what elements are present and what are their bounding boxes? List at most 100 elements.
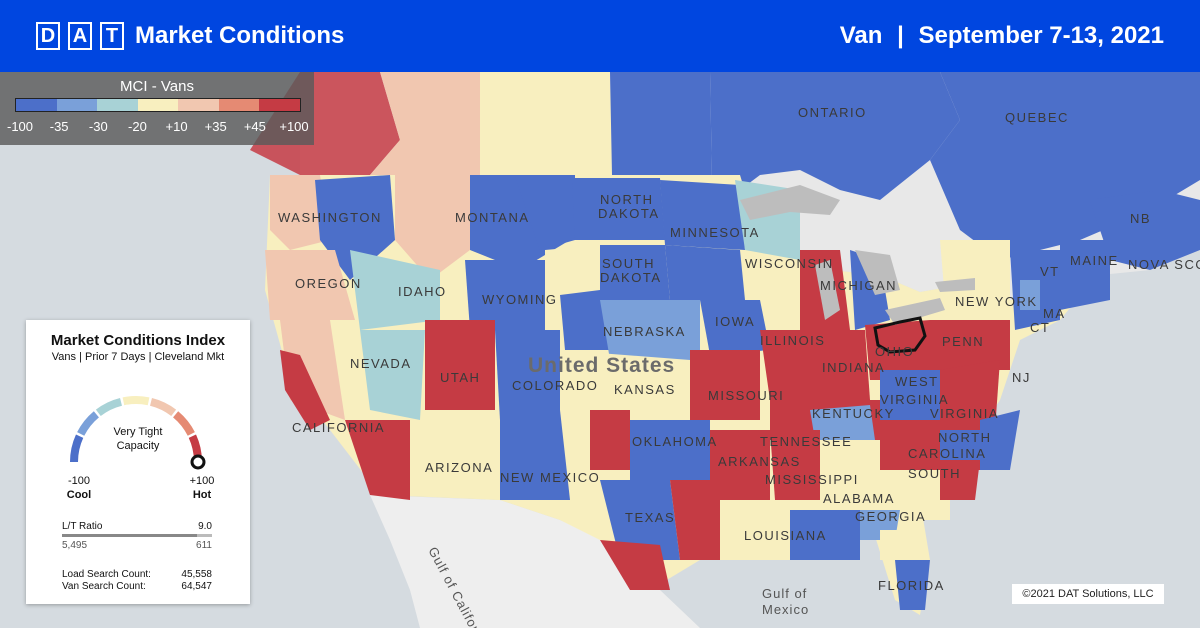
label-wisconsin: WISCONSIN	[745, 256, 834, 271]
label-louisiana: LOUISIANA	[744, 528, 827, 543]
mci-scale-segment	[16, 99, 57, 111]
mci-scale-segment	[97, 99, 138, 111]
copyright-notice: ©2021 DAT Solutions, LLC	[1012, 584, 1164, 604]
label-ontario: ONTARIO	[798, 105, 867, 120]
label-missouri: MISSOURI	[708, 388, 784, 403]
label-iowa: IOWA	[715, 314, 755, 329]
mci-scale-segment	[56, 99, 98, 111]
label-kansas: KANSAS	[614, 382, 676, 397]
mci-tick-label: +10	[165, 119, 188, 134]
label-michigan: MICHIGAN	[820, 278, 897, 293]
label-kentucky: KENTUCKY	[812, 406, 895, 421]
label-idaho: IDAHO	[398, 284, 447, 299]
mci-tick-labels: -100 -35 -30 -20 +10 +35 +45 +100	[0, 119, 314, 139]
label-minnesota: MINNESOTA	[670, 225, 760, 240]
gauge-arc-segment	[70, 434, 84, 463]
region-manitoba	[610, 72, 712, 180]
mci-scale-segment	[259, 99, 301, 111]
label-florida: FLORIDA	[878, 578, 945, 593]
label-penn: PENN	[942, 334, 984, 349]
load-count: 5,495	[62, 540, 88, 551]
label-georgia: GEORGIA	[855, 509, 926, 524]
gauge-arc-segment	[95, 397, 123, 417]
mci-tick-label: -20	[128, 119, 147, 134]
label-montana: MONTANA	[455, 210, 530, 225]
mci-legend: MCI - Vans -100 -35 -30 -20 +10 +35 +45 +100	[0, 72, 314, 145]
label-arizona: ARIZONA	[425, 460, 493, 475]
mci-tick-label: -35	[49, 119, 69, 134]
label-north-dakota-1: NORTH	[600, 192, 653, 207]
header-equipment-date: Van | September 7-13, 2021	[840, 22, 1164, 50]
label-south-carolina: SOUTH	[908, 466, 961, 481]
gauge-status-line2: Capacity	[116, 440, 160, 452]
label-north-carolina-1: NORTH	[938, 430, 991, 445]
label-arkansas: ARKANSAS	[718, 454, 801, 469]
gauge-indicator	[190, 454, 206, 470]
label-vt: VT	[1040, 264, 1060, 279]
label-new-mexico: NEW MEXICO	[500, 470, 600, 485]
date-range: September 7-13, 2021	[918, 22, 1164, 49]
label-indiana: INDIANA	[822, 360, 885, 375]
header-separator: |	[897, 22, 904, 49]
lake-ontario	[935, 278, 975, 292]
label-new-york: NEW YORK	[955, 294, 1038, 309]
header-bar: D A T Market Conditions Van | September …	[0, 0, 1200, 72]
region-saskatchewan	[480, 72, 612, 175]
market-conditions-panel: Market Conditions Index Vans | Prior 7 D…	[26, 320, 250, 604]
van-search-value: 64,547	[181, 581, 212, 592]
mci-tick-label: +35	[204, 119, 227, 134]
mci-gauge	[70, 396, 206, 470]
label-colorado: COLORADO	[512, 378, 598, 393]
equipment-label: Van	[839, 22, 883, 49]
label-gulf-of-mexico-2: Mexico	[762, 602, 809, 617]
mci-color-scale	[15, 98, 301, 112]
label-united-states: United States	[528, 354, 675, 377]
region-alberta	[370, 72, 480, 175]
gauge-cool-label: Cool	[66, 489, 92, 501]
gauge-arc-segment	[77, 411, 100, 436]
gauge-arc-segments	[70, 396, 202, 463]
lt-ratio-bar	[62, 534, 212, 537]
mci-scale-segment	[218, 99, 260, 111]
mci-tick-label: +100	[279, 119, 309, 134]
label-california: CALIFORNIA	[292, 420, 385, 435]
load-search-label: Load Search Count:	[62, 569, 151, 580]
label-tennessee: TENNESSEE	[760, 434, 852, 449]
label-ct: CT	[1030, 320, 1050, 335]
dat-logo: D A T	[36, 22, 124, 50]
label-virginia: VIRGINIA	[930, 406, 999, 421]
panel-title: Market Conditions Index	[50, 332, 226, 349]
lake-huron	[855, 250, 900, 295]
logo-letter-d: D	[36, 22, 60, 50]
label-maine: MAINE	[1070, 253, 1119, 268]
truck-count: 611	[196, 540, 212, 551]
gauge-hot-label: Hot	[192, 489, 212, 501]
label-alabama: ALABAMA	[823, 491, 895, 506]
label-north-carolina-2: CAROLINA	[908, 446, 986, 461]
lt-ratio-label: L/T Ratio	[62, 521, 103, 532]
label-south-dakota-1: SOUTH	[602, 256, 655, 271]
gauge-min-label: -100	[67, 475, 91, 487]
mci-scale-segment	[178, 99, 219, 111]
label-nb: NB	[1130, 211, 1151, 226]
logo-letter-a: A	[68, 22, 92, 50]
header-title: Market Conditions	[135, 22, 345, 49]
lake-michigan	[815, 260, 840, 320]
gauge-arc-segment	[172, 411, 195, 436]
lake-superior	[740, 185, 840, 220]
label-nova-scotia: NOVA SCO	[1128, 257, 1200, 272]
label-nevada: NEVADA	[350, 356, 412, 371]
label-mississippi: MISSISSIPPI	[765, 472, 859, 487]
cleveland-market-outline	[873, 316, 927, 354]
gauge-status-label: Very Tight Capacity	[96, 425, 180, 453]
label-north-dakota-2: DAKOTA	[598, 206, 660, 221]
lt-ratio-bar-fill	[62, 534, 197, 537]
mexico-land	[370, 495, 700, 628]
gauge-arc-segment	[122, 396, 150, 406]
label-gulf-of-mexico-1: Gulf of	[762, 586, 807, 601]
label-nj: NJ	[1012, 370, 1031, 385]
label-texas: TEXAS	[625, 510, 675, 525]
label-west-virginia-1: WEST	[895, 374, 939, 389]
label-utah: UTAH	[440, 370, 480, 385]
label-south-dakota-2: DAKOTA	[600, 270, 662, 285]
